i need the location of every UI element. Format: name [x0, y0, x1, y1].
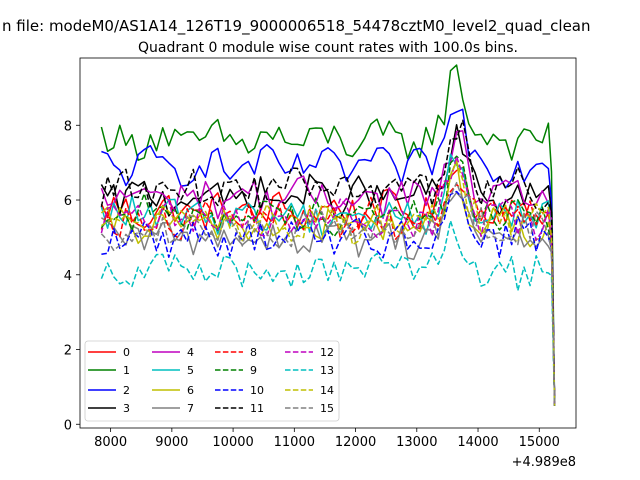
legend-label-14: 14 — [320, 384, 334, 397]
y-tick-label: 6 — [64, 194, 72, 209]
x-axis: 8000 9000 10000 11000 12000 13000 14000 15000 — [94, 428, 560, 450]
series-line-13 — [100, 220, 556, 406]
legend-label-0: 0 — [123, 346, 130, 359]
series-line-2 — [101, 108, 556, 406]
legend-label-7: 7 — [187, 402, 194, 415]
x-tick-label: 12000 — [335, 435, 376, 450]
legend-label-1: 1 — [123, 364, 130, 377]
legend-box — [84, 340, 340, 422]
legend-label-5: 5 — [187, 364, 194, 377]
figure-suptitle: n file: modeM0/AS1A14_126T19_9000006518_… — [2, 17, 591, 36]
x-tick-label: 8000 — [94, 435, 127, 450]
legend-label-6: 6 — [187, 384, 194, 397]
x-tick-label: 13000 — [396, 435, 437, 450]
series-line-8 — [100, 183, 556, 406]
y-tick-label: 8 — [64, 119, 72, 134]
series-line-4 — [100, 130, 556, 406]
x-offset-label: +4.989e8 — [512, 455, 576, 470]
series-line-9 — [100, 155, 556, 406]
legend-label-2: 2 — [123, 384, 130, 397]
y-axis: 0 2 4 6 8 — [64, 119, 80, 433]
series-line-6 — [100, 160, 556, 406]
x-tick-label: 15000 — [519, 435, 560, 450]
y-tick-label: 0 — [64, 418, 72, 433]
series-line-7 — [100, 191, 556, 406]
series-line-3 — [100, 124, 556, 406]
chart-title: Quadrant 0 module wise count rates with … — [138, 40, 518, 56]
x-tick-label: 11000 — [274, 435, 315, 450]
legend-label-8: 8 — [250, 346, 257, 359]
y-tick-label: 4 — [64, 269, 72, 284]
legend-label-10: 10 — [250, 384, 264, 397]
y-tick-label: 2 — [64, 344, 72, 359]
legend-label-12: 12 — [320, 346, 334, 359]
series-line-10 — [101, 190, 556, 406]
series-line-11 — [100, 119, 556, 406]
x-tick-label: 9000 — [155, 435, 188, 450]
x-tick-label: 14000 — [457, 435, 498, 450]
plot-frame — [79, 57, 577, 429]
series-line-14 — [100, 160, 556, 406]
legend-label-11: 11 — [250, 402, 264, 415]
legend-label-9: 9 — [250, 364, 257, 377]
legend-label-4: 4 — [187, 346, 194, 359]
legend-label-3: 3 — [123, 402, 130, 415]
legend-label-15: 15 — [320, 402, 334, 415]
x-tick-label: 10000 — [212, 435, 253, 450]
series-line-1 — [100, 64, 556, 406]
series-layer — [100, 64, 556, 406]
legend-label-13: 13 — [320, 364, 334, 377]
series-line-15 — [100, 181, 556, 406]
